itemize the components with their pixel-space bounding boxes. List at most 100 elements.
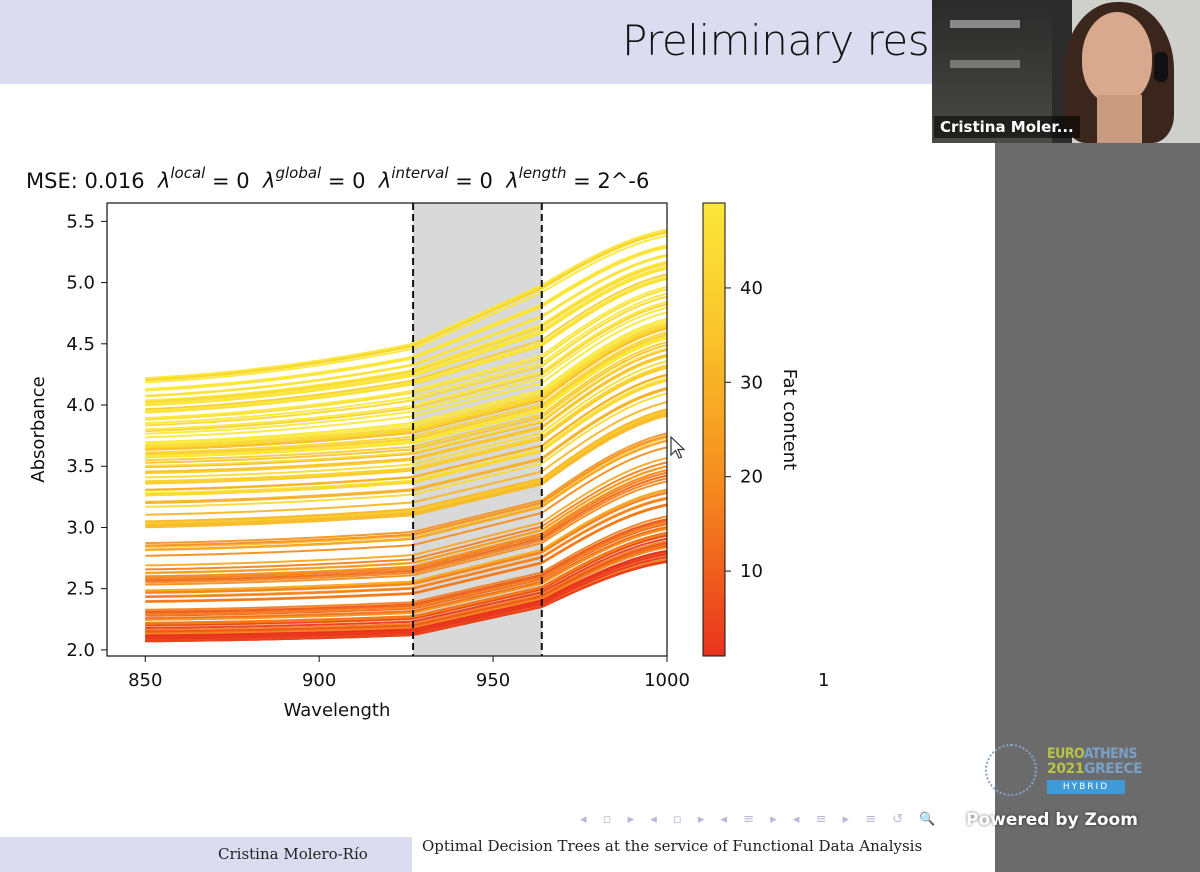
spectrum-line (145, 275, 667, 412)
colorbar (702, 202, 726, 657)
spectrum-line (145, 341, 667, 462)
spectrum-line (145, 560, 667, 643)
participant-video-tile[interactable]: Cristina Moler... (932, 0, 1200, 143)
y-tick-label: 2.5 (66, 579, 95, 600)
slide-header (0, 0, 995, 84)
colorbar-label: Fat content (779, 369, 800, 470)
slide-footer: Cristina Molero-Río Optimal Decision Tre… (0, 837, 995, 872)
zoom-side-panel (995, 0, 1200, 872)
lambda-symbol: λ (378, 169, 392, 193)
logo-line-1: EUROATHENS (1047, 746, 1137, 762)
spectrum-line (145, 432, 667, 545)
spectrum-line (145, 267, 667, 407)
y-tick-label: 4.5 (66, 334, 95, 355)
participant-name: Cristina Moler... (934, 116, 1080, 138)
x-tick-label: 1000 (644, 670, 690, 691)
lambda-length-label: length (518, 164, 567, 182)
spectrum-line (145, 377, 667, 495)
lambda-symbol: λ (157, 169, 171, 193)
video-person-face (1082, 12, 1152, 104)
spectrum-line (145, 228, 667, 380)
x-axis-label: Wavelength (284, 700, 391, 721)
spectrum-line (145, 488, 667, 592)
absorbance-chart: 850 900 950 1000 1050 2.0 2.5 3.0 3.5 4.0 4.5 5.0 5.… (28, 202, 830, 721)
zoom-watermark: Powered by Zoom (966, 810, 1138, 830)
spectrum-line (145, 323, 667, 448)
spectrum-line (145, 386, 667, 503)
spectrum-line (145, 546, 667, 635)
spectrum-line (145, 335, 667, 457)
slide: Preliminary resul MSE: 0.016 λlocal = 0 … (0, 0, 995, 872)
y-tick-label: 2.0 (66, 640, 95, 661)
video-shelf (950, 60, 1020, 68)
spectrum-line (145, 277, 667, 414)
spectrum-line (145, 365, 667, 484)
spectrum-line (145, 325, 667, 449)
colorbar-tick-label: 20 (740, 467, 763, 488)
plot-frame (106, 202, 668, 657)
colorbar-tick-label: 40 (740, 278, 763, 299)
lambda-interval-value: = 0 (455, 169, 493, 193)
spectrum-line (145, 552, 667, 639)
spectrum-line (145, 491, 667, 594)
spectrum-line (145, 408, 667, 523)
headset-icon (1154, 52, 1168, 82)
spectrum-line (145, 266, 667, 406)
spectrum-line (145, 288, 667, 421)
y-tick-label: 5.0 (66, 273, 95, 294)
spectrum-line (145, 306, 667, 435)
spectrum-line (145, 549, 667, 637)
y-tick-label: 4.0 (66, 395, 95, 416)
spectrum-line (145, 311, 667, 439)
x-tick-label: 1050 (818, 670, 830, 691)
spectrum-line (145, 285, 667, 419)
footer-author-box: Cristina Molero-Río (0, 837, 412, 872)
spectrum-line (145, 439, 667, 551)
lambda-length-value: = 2^-6 (573, 169, 650, 193)
spectrum-line (145, 521, 667, 616)
spectrum-line (145, 414, 667, 529)
colorbar-tick-label: 10 (740, 561, 763, 582)
lambda-symbol: λ (263, 169, 276, 193)
spectrum-line (145, 244, 667, 390)
spectrum-line (145, 231, 667, 381)
spectrum-line (145, 373, 667, 491)
spectrum-line (145, 471, 667, 580)
spectrum-line (145, 436, 667, 548)
logo-euro: EURO (1047, 746, 1084, 762)
spectrum-line (145, 469, 667, 578)
spectrum-line (145, 327, 667, 451)
spectrum-line (145, 353, 667, 473)
lambda-global-label: global (275, 164, 322, 182)
video-person-neck (1097, 95, 1142, 143)
spectrum-line (145, 519, 667, 615)
spectrum-line (145, 526, 667, 620)
spectrum-line (145, 480, 667, 586)
lambda-symbol: λ (506, 169, 519, 193)
spectrum-line (145, 434, 667, 547)
logo-hybrid: HYBRID (1047, 780, 1125, 794)
spectrum-line (145, 558, 667, 641)
spectrum-line (145, 540, 667, 632)
spectrum-line (145, 531, 667, 624)
colorbar-ticks: 10 20 30 40 Fat content (725, 278, 800, 582)
spectrum-line (145, 503, 667, 603)
spectrum-line (145, 360, 667, 479)
spectrum-line (145, 474, 667, 582)
spectrum-line (145, 319, 667, 445)
lambda-local-label: local (170, 164, 206, 182)
spectrum-line (145, 303, 667, 433)
beamer-nav-icons[interactable]: ◂ ▫ ▸ ◂ ▫ ▸ ◂ ≡ ▸ ◂ ≡ ▸ ≡ ↺ 🔍 (580, 812, 942, 827)
spectrum-line (145, 446, 667, 557)
spectrum-line (145, 253, 667, 397)
spectrum-line (145, 317, 667, 444)
spectrum-line (145, 477, 667, 584)
spectrum-line (145, 527, 667, 621)
spectrum-line (145, 295, 667, 427)
spectrum-line (145, 541, 667, 633)
spectrum-line (145, 379, 667, 497)
spectrum-line (145, 461, 667, 571)
x-tick-label: 850 (128, 670, 162, 691)
spectrum-line (145, 534, 667, 627)
spectrum-line (145, 337, 667, 459)
